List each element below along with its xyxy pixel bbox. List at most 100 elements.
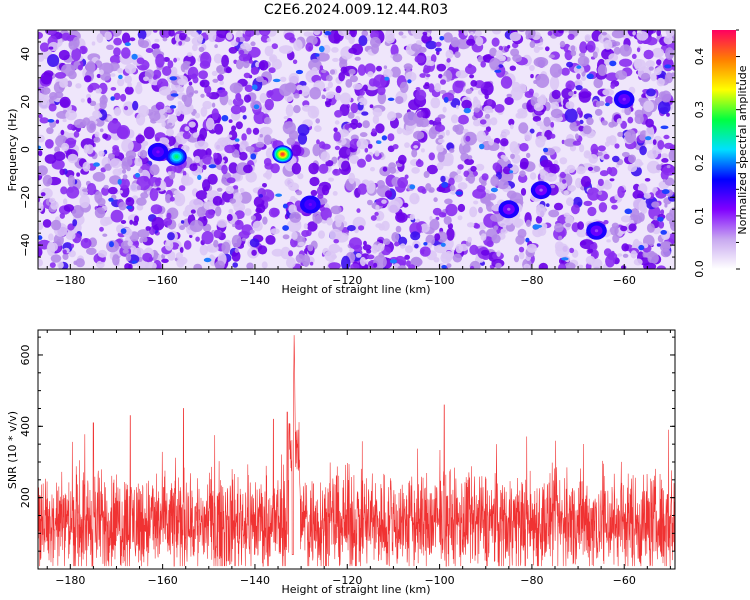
snr-x-ticks: −180 −160 −140 −120 −100 −80 −60 xyxy=(46,330,671,587)
heatmap-cell xyxy=(216,66,223,72)
heatmap-cell xyxy=(124,42,131,47)
heatmap-cell xyxy=(605,102,610,107)
heatmap-cell xyxy=(118,201,127,211)
heatmap-cell xyxy=(173,190,180,196)
heatmap-cell xyxy=(334,145,340,151)
heatmap-cell xyxy=(241,224,253,236)
heatmap-cell xyxy=(367,143,373,149)
heatmap-cell xyxy=(435,41,442,47)
heatmap-cell xyxy=(530,74,534,79)
heatmap-cell xyxy=(491,234,501,244)
heatmap-cell xyxy=(119,178,130,189)
heatmap-cell xyxy=(569,185,575,192)
heatmap-cell xyxy=(545,46,550,52)
heatmap-cell xyxy=(38,145,42,150)
heatmap-cell xyxy=(318,230,325,239)
heatmap-cell xyxy=(435,47,442,52)
heatmap-cell xyxy=(68,40,78,50)
heatmap-cell xyxy=(187,52,193,57)
heatmap-cell xyxy=(660,125,669,130)
heatmap-cell xyxy=(396,127,403,135)
heatmap-cell xyxy=(547,30,553,36)
heatmap-cell xyxy=(62,118,67,123)
heatmap-cell xyxy=(129,183,140,192)
heatmap-cell xyxy=(636,31,649,41)
heatmap-cell xyxy=(73,118,87,129)
heatmap-cell xyxy=(605,96,614,105)
heatmap-cell xyxy=(494,104,505,113)
heatmap-cell xyxy=(665,30,675,37)
heatmap-cell xyxy=(173,195,182,203)
heatmap-cell xyxy=(622,253,629,258)
heatmap-cell xyxy=(512,54,522,63)
heatmap-cell xyxy=(113,47,121,57)
heatmap-cell xyxy=(94,131,100,138)
heatmap-cell xyxy=(134,172,141,178)
heatmap-cell xyxy=(193,90,199,94)
heatmap-cell xyxy=(438,138,445,144)
heatmap-cell xyxy=(586,73,594,80)
heatmap-cell xyxy=(518,122,529,134)
heatmap-cell xyxy=(184,126,190,132)
heatmap-cell xyxy=(238,53,251,62)
heatmap-cell xyxy=(296,84,304,91)
heatmap-cell xyxy=(170,66,178,76)
heatmap-cell xyxy=(190,209,196,214)
heatmap-cell xyxy=(650,73,657,82)
heatmap-cell xyxy=(270,228,280,235)
heatmap-cell xyxy=(555,243,570,258)
heatmap-cell xyxy=(108,186,118,195)
heatmap-cell xyxy=(65,231,76,241)
heatmap-cell xyxy=(249,229,255,234)
heatmap-cell xyxy=(38,113,43,119)
heatmap-cell xyxy=(320,151,331,162)
heatmap-cell xyxy=(252,127,260,135)
heatmap-cell xyxy=(433,197,438,203)
heatmap-cell xyxy=(540,159,553,168)
heatmap-cell xyxy=(259,126,273,136)
heatmap-cell xyxy=(325,160,334,167)
heatmap-cell xyxy=(507,163,513,168)
heatmap-cell xyxy=(525,30,536,39)
heatmap-cell xyxy=(564,108,578,123)
heatmap-cell xyxy=(565,223,571,228)
heatmap-cell xyxy=(369,104,374,109)
heatmap-cell xyxy=(402,202,409,208)
heatmap-cell xyxy=(565,215,574,226)
heatmap-cell xyxy=(207,173,218,185)
heatmap-cell xyxy=(96,73,101,79)
heatmap-cell xyxy=(79,194,90,209)
heatmap-cell xyxy=(201,231,214,245)
heatmap-cell xyxy=(651,201,660,208)
heatmap-cell xyxy=(403,111,418,126)
heatmap-cell xyxy=(526,243,537,253)
heatmap-cell xyxy=(517,228,527,239)
heatmap-cell xyxy=(177,78,187,85)
heatmap-cell xyxy=(216,30,229,39)
heatmap-cell xyxy=(427,60,435,67)
heatmap-cell xyxy=(664,72,674,84)
heatmap-cell xyxy=(497,179,509,190)
heatmap-cell xyxy=(331,47,339,53)
heatmap-cell xyxy=(614,143,620,149)
heatmap-cell xyxy=(559,171,567,179)
heatmap-cell xyxy=(365,154,372,163)
heatmap-cell xyxy=(540,222,548,230)
heatmap-cell xyxy=(475,163,485,171)
heatmap-cell xyxy=(358,225,365,231)
heatmap-cell xyxy=(241,237,246,242)
heatmap-cell xyxy=(334,120,340,125)
heatmap-cell xyxy=(125,150,137,160)
heatmap-cell xyxy=(399,243,406,249)
heatmap-cell xyxy=(89,100,97,107)
heatmap-cell xyxy=(398,154,407,165)
heatmap-cell xyxy=(620,265,627,269)
heatmap-cell xyxy=(203,257,212,263)
heatmap-cell xyxy=(325,86,330,91)
heatmap-cell xyxy=(647,252,659,265)
heatmap-cell xyxy=(528,88,534,96)
heatmap-cell xyxy=(571,204,580,215)
heatmap-cell xyxy=(121,32,131,44)
heatmap-cell xyxy=(265,235,276,245)
heatmap-cell xyxy=(178,40,183,46)
